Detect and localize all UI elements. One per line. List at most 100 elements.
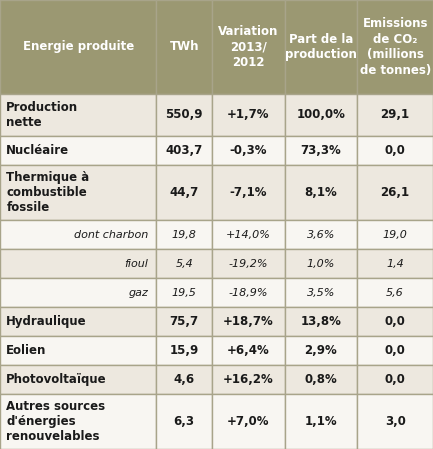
Bar (357, 0, 433, 93)
Bar (284, 278, 357, 307)
Text: +18,7%: +18,7% (223, 315, 274, 328)
Text: 3,0: 3,0 (385, 415, 406, 428)
Text: 19,0: 19,0 (383, 230, 407, 240)
Text: 0,0: 0,0 (385, 315, 406, 328)
Text: 8,1%: 8,1% (304, 186, 337, 199)
Bar (212, 220, 284, 249)
Bar (357, 165, 433, 220)
Bar (284, 165, 357, 220)
Text: 29,1: 29,1 (381, 108, 410, 121)
Text: dont charbon: dont charbon (74, 230, 149, 240)
Bar (156, 0, 212, 93)
Bar (284, 365, 357, 394)
Text: Production
nette: Production nette (6, 101, 78, 129)
Text: 4,6: 4,6 (174, 373, 195, 386)
Text: 0,8%: 0,8% (304, 373, 337, 386)
Text: 15,9: 15,9 (170, 344, 199, 357)
Text: -18,9%: -18,9% (229, 287, 268, 298)
Text: +7,0%: +7,0% (227, 415, 270, 428)
Text: +14,0%: +14,0% (226, 230, 271, 240)
Bar (156, 165, 212, 220)
Text: 3,6%: 3,6% (307, 230, 335, 240)
Text: 100,0%: 100,0% (297, 108, 346, 121)
Text: 19,8: 19,8 (172, 230, 197, 240)
Text: Autres sources
d'énergies
renouvelables: Autres sources d'énergies renouvelables (6, 400, 105, 443)
Text: 6,3: 6,3 (174, 415, 195, 428)
Bar (0, 136, 156, 165)
Text: Energie produite: Energie produite (23, 40, 134, 53)
Bar (284, 307, 357, 336)
Bar (0, 93, 156, 136)
Bar (212, 336, 284, 365)
Text: +16,2%: +16,2% (223, 373, 274, 386)
Bar (212, 136, 284, 165)
Text: +6,4%: +6,4% (227, 344, 270, 357)
Text: fioul: fioul (125, 259, 149, 269)
Text: gaz: gaz (129, 287, 149, 298)
Text: 0,0: 0,0 (385, 344, 406, 357)
Text: 1,4: 1,4 (386, 259, 404, 269)
Bar (284, 336, 357, 365)
Text: 19,5: 19,5 (172, 287, 197, 298)
Bar (284, 220, 357, 249)
Text: 1,1%: 1,1% (305, 415, 337, 428)
Bar (156, 278, 212, 307)
Text: 1,0%: 1,0% (307, 259, 335, 269)
Bar (284, 394, 357, 449)
Bar (212, 93, 284, 136)
Bar (357, 249, 433, 278)
Bar (0, 394, 156, 449)
Text: 3,5%: 3,5% (307, 287, 335, 298)
Text: 0,0: 0,0 (385, 144, 406, 157)
Bar (0, 249, 156, 278)
Bar (357, 394, 433, 449)
Bar (156, 220, 212, 249)
Text: 2,9%: 2,9% (304, 344, 337, 357)
Bar (156, 394, 212, 449)
Text: Emissions
de CO₂
(millions
de tonnes): Emissions de CO₂ (millions de tonnes) (359, 17, 431, 76)
Bar (0, 307, 156, 336)
Text: Part de la
production: Part de la production (285, 32, 357, 61)
Bar (0, 365, 156, 394)
Text: 5,6: 5,6 (386, 287, 404, 298)
Bar (212, 0, 284, 93)
Bar (357, 278, 433, 307)
Text: 403,7: 403,7 (165, 144, 203, 157)
Bar (212, 365, 284, 394)
Bar (357, 220, 433, 249)
Text: 550,9: 550,9 (165, 108, 203, 121)
Text: Hydraulique: Hydraulique (6, 315, 87, 328)
Bar (357, 93, 433, 136)
Bar (156, 93, 212, 136)
Text: -7,1%: -7,1% (229, 186, 267, 199)
Bar (284, 136, 357, 165)
Bar (357, 307, 433, 336)
Text: 75,7: 75,7 (170, 315, 199, 328)
Text: Variation
2013/
2012: Variation 2013/ 2012 (218, 25, 278, 69)
Text: TWh: TWh (169, 40, 199, 53)
Text: Photovoltaïque: Photovoltaïque (6, 373, 107, 386)
Bar (357, 365, 433, 394)
Text: 5,4: 5,4 (175, 259, 193, 269)
Text: 44,7: 44,7 (170, 186, 199, 199)
Bar (0, 165, 156, 220)
Bar (212, 249, 284, 278)
Bar (156, 249, 212, 278)
Bar (212, 278, 284, 307)
Bar (284, 249, 357, 278)
Bar (156, 336, 212, 365)
Text: 0,0: 0,0 (385, 373, 406, 386)
Text: -19,2%: -19,2% (229, 259, 268, 269)
Bar (357, 136, 433, 165)
Text: +1,7%: +1,7% (227, 108, 270, 121)
Bar (156, 365, 212, 394)
Bar (284, 93, 357, 136)
Text: Thermique à
combustible
fossile: Thermique à combustible fossile (6, 171, 90, 214)
Bar (212, 394, 284, 449)
Bar (212, 307, 284, 336)
Text: Eolien: Eolien (6, 344, 47, 357)
Bar (156, 307, 212, 336)
Bar (284, 0, 357, 93)
Text: Nucléaire: Nucléaire (6, 144, 69, 157)
Bar (156, 136, 212, 165)
